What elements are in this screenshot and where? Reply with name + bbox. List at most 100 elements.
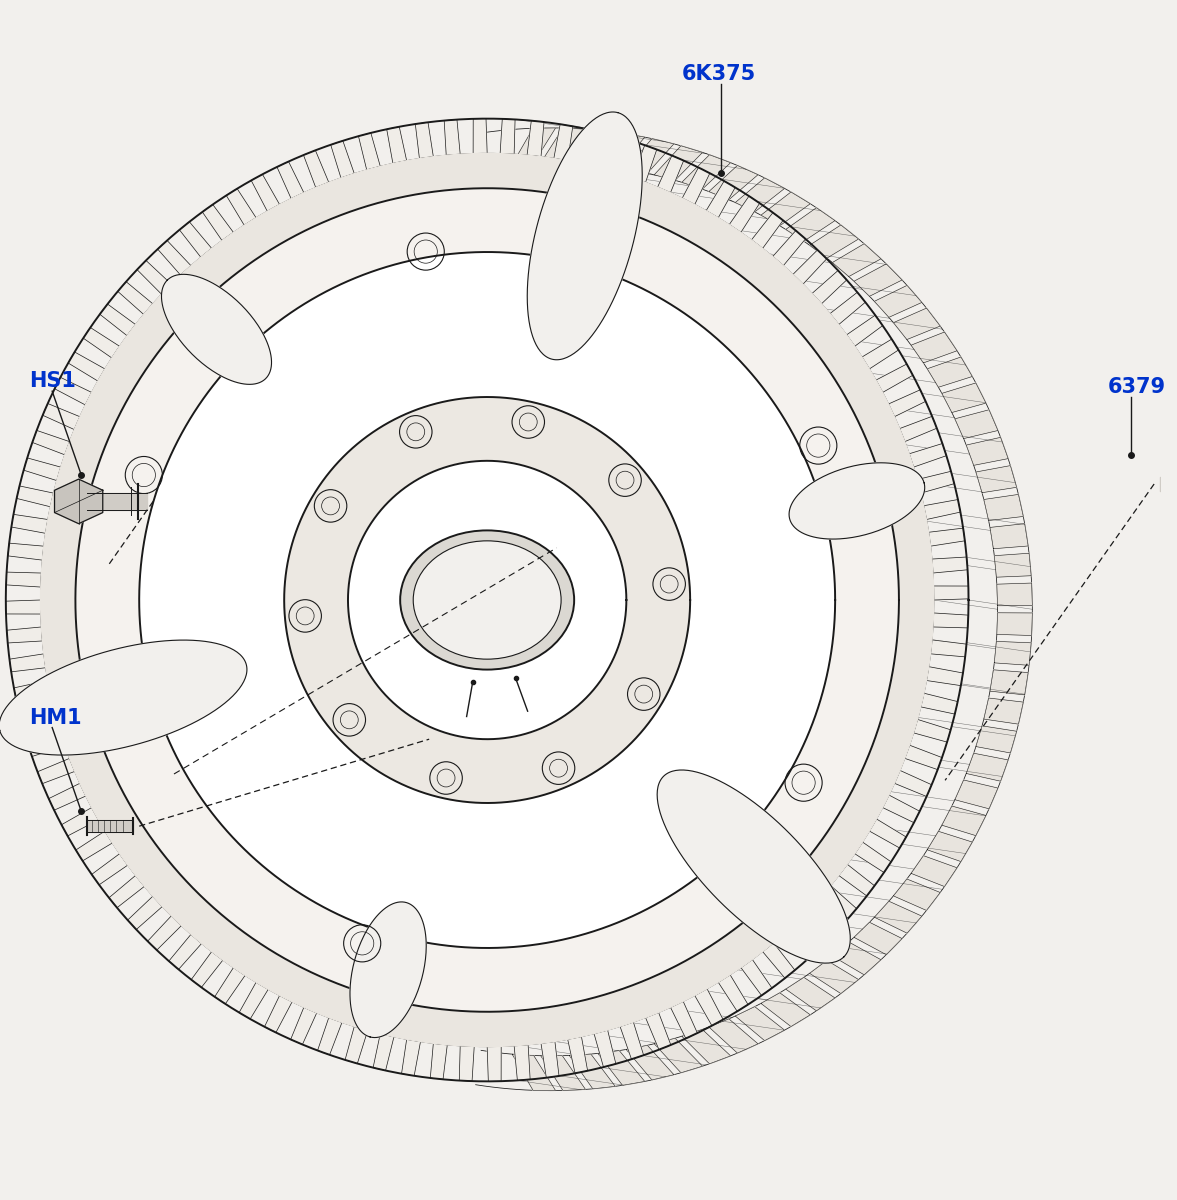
Polygon shape — [14, 680, 51, 701]
Polygon shape — [810, 960, 858, 994]
Polygon shape — [990, 523, 1029, 548]
Polygon shape — [927, 356, 972, 388]
Polygon shape — [127, 896, 162, 930]
Polygon shape — [709, 1019, 758, 1054]
Polygon shape — [995, 641, 1031, 665]
Circle shape — [314, 490, 347, 522]
Polygon shape — [706, 181, 736, 218]
Polygon shape — [736, 178, 785, 212]
Circle shape — [653, 568, 685, 600]
Polygon shape — [905, 745, 942, 769]
Polygon shape — [161, 275, 272, 384]
Polygon shape — [889, 390, 925, 416]
Polygon shape — [645, 1013, 671, 1050]
Polygon shape — [942, 383, 986, 413]
Polygon shape — [671, 1001, 697, 1038]
Polygon shape — [895, 770, 932, 797]
Polygon shape — [291, 1007, 317, 1044]
Polygon shape — [277, 162, 304, 199]
Polygon shape — [512, 128, 556, 164]
Polygon shape — [932, 557, 967, 574]
Polygon shape — [855, 264, 902, 296]
Polygon shape — [955, 409, 998, 438]
Polygon shape — [500, 119, 516, 155]
Polygon shape — [830, 293, 865, 324]
Polygon shape — [598, 133, 645, 168]
Polygon shape — [875, 901, 922, 934]
Polygon shape — [7, 626, 42, 643]
Polygon shape — [751, 212, 783, 248]
Polygon shape — [933, 586, 969, 600]
Polygon shape — [942, 806, 986, 835]
Polygon shape — [202, 204, 233, 241]
Polygon shape — [191, 952, 222, 988]
Polygon shape — [832, 942, 880, 974]
Polygon shape — [784, 925, 817, 960]
Polygon shape — [740, 959, 772, 996]
Polygon shape — [331, 140, 354, 178]
Polygon shape — [40, 154, 933, 1046]
Polygon shape — [100, 304, 135, 336]
Polygon shape — [620, 1022, 644, 1060]
Polygon shape — [654, 145, 703, 180]
Polygon shape — [736, 1007, 785, 1040]
Polygon shape — [158, 240, 191, 275]
Polygon shape — [931, 640, 966, 656]
Polygon shape — [54, 377, 92, 404]
Polygon shape — [917, 472, 955, 493]
Polygon shape — [28, 733, 65, 756]
Polygon shape — [976, 466, 1017, 493]
Polygon shape — [415, 122, 433, 158]
Text: HS1: HS1 — [29, 371, 75, 391]
Polygon shape — [540, 128, 585, 163]
Polygon shape — [8, 544, 44, 560]
Polygon shape — [239, 982, 268, 1019]
Polygon shape — [214, 967, 245, 1004]
Polygon shape — [373, 1033, 394, 1070]
Polygon shape — [512, 1054, 556, 1091]
Polygon shape — [92, 853, 128, 884]
Polygon shape — [984, 698, 1023, 724]
Circle shape — [288, 600, 321, 632]
Polygon shape — [924, 499, 960, 520]
Polygon shape — [926, 667, 963, 685]
Polygon shape — [109, 876, 145, 907]
Polygon shape — [763, 943, 794, 978]
Polygon shape — [137, 260, 172, 294]
Polygon shape — [966, 437, 1009, 466]
Polygon shape — [683, 168, 710, 204]
Polygon shape — [554, 125, 573, 161]
Polygon shape — [387, 127, 407, 163]
Polygon shape — [540, 1056, 585, 1091]
Polygon shape — [862, 340, 898, 368]
Polygon shape — [251, 174, 280, 211]
Polygon shape — [179, 222, 212, 257]
Polygon shape — [75, 832, 113, 860]
Polygon shape — [899, 416, 937, 442]
Polygon shape — [929, 528, 965, 546]
Polygon shape — [632, 145, 657, 182]
Polygon shape — [359, 133, 380, 170]
Circle shape — [399, 415, 432, 448]
Circle shape — [430, 762, 463, 794]
Polygon shape — [997, 613, 1032, 636]
Polygon shape — [527, 112, 643, 360]
Polygon shape — [730, 196, 759, 233]
Polygon shape — [61, 808, 99, 836]
Polygon shape — [681, 1030, 731, 1063]
Polygon shape — [570, 130, 616, 164]
Polygon shape — [24, 458, 61, 481]
Polygon shape — [762, 992, 810, 1026]
Polygon shape — [284, 397, 690, 803]
Polygon shape — [657, 770, 850, 964]
Polygon shape — [54, 479, 102, 523]
Polygon shape — [626, 1045, 674, 1080]
Polygon shape — [870, 818, 906, 848]
Polygon shape — [786, 977, 834, 1010]
Polygon shape — [6, 600, 41, 614]
Polygon shape — [995, 553, 1031, 577]
Polygon shape — [984, 494, 1023, 521]
Polygon shape — [68, 352, 105, 382]
Text: 6379: 6379 — [1108, 377, 1166, 397]
Polygon shape — [793, 250, 826, 284]
